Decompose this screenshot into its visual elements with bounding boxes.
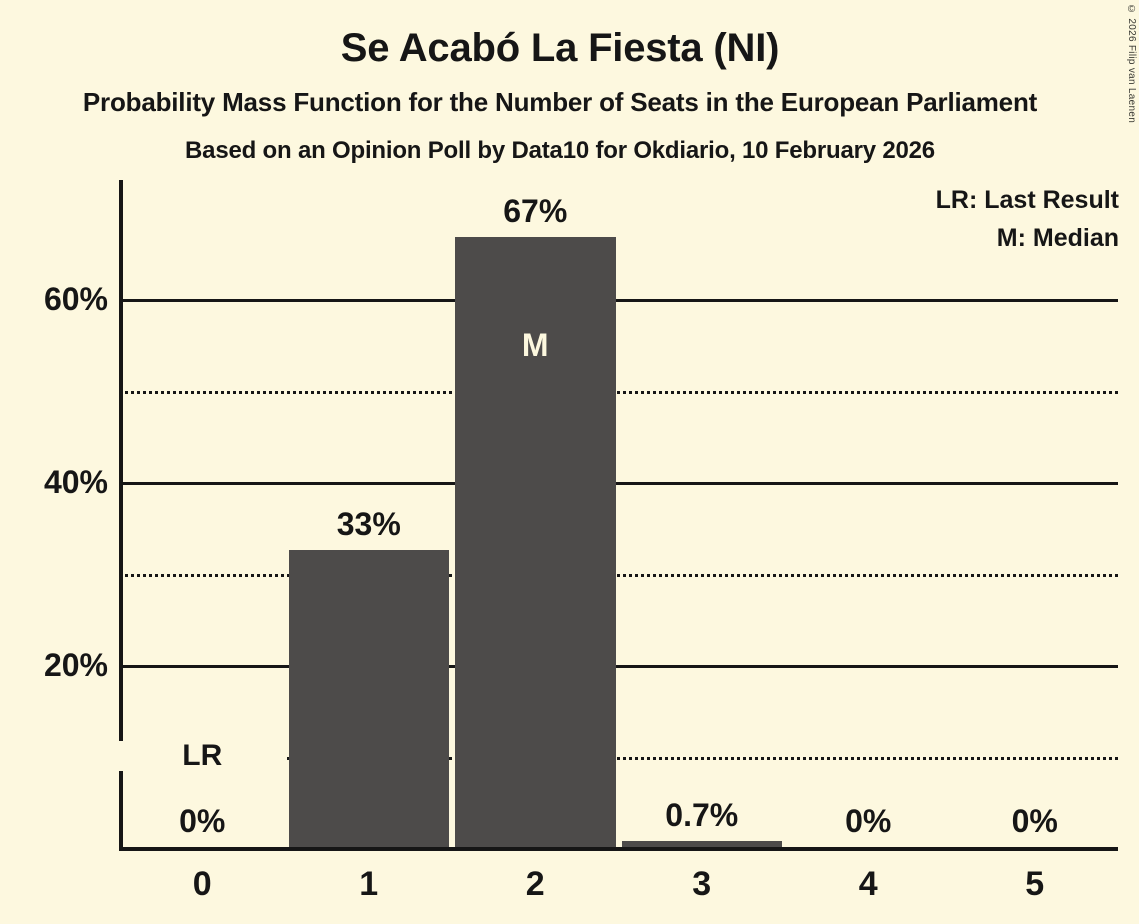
bar[interactable] <box>455 236 616 847</box>
y-axis-line <box>119 180 123 851</box>
x-tick-label: 5 <box>1025 865 1045 903</box>
bar-value-label: 0% <box>179 803 226 839</box>
gridline-30 <box>119 573 1118 577</box>
x-tick-label: 0 <box>192 865 212 903</box>
x-tick-label: 3 <box>692 865 712 903</box>
chart-title: Se Acabó La Fiesta (NI) <box>340 26 780 70</box>
chart-subtitle: Probability Mass Function for the Number… <box>82 87 1038 117</box>
gridline-20 <box>119 665 1118 668</box>
legend-last-result: LR: Last Result <box>935 186 1119 214</box>
legend-median: M: Median <box>996 224 1119 252</box>
y-tick-label: 20% <box>43 647 108 683</box>
gridline-40 <box>119 482 1118 485</box>
y-tick-label: 60% <box>43 281 108 317</box>
bar-value-label: 33% <box>336 505 401 542</box>
bar-value-label: 0.7% <box>665 796 739 833</box>
y-tick-label: 40% <box>43 464 108 500</box>
x-tick-label: 2 <box>525 865 545 903</box>
x-axis-line <box>119 847 1118 851</box>
gridline-50 <box>119 390 1118 394</box>
last-result-marker: LR <box>119 740 286 771</box>
gridline-10 <box>119 756 1118 760</box>
chart-source-note: Based on an Opinion Poll by Data10 for O… <box>185 137 935 164</box>
x-tick-label: 1 <box>359 865 379 903</box>
gridline-60 <box>119 299 1118 302</box>
bar-value-label: 67% <box>503 192 568 229</box>
bar-value-label: 0% <box>845 803 892 839</box>
bar[interactable] <box>288 549 449 847</box>
bar-value-label: 0% <box>1011 803 1058 839</box>
copyright-notice: © 2026 Filip van Laenen <box>1126 4 1137 124</box>
bar[interactable] <box>621 840 782 847</box>
median-marker: M <box>521 326 549 363</box>
plot-area: 0% LR 33% 67% M 0.7% 0% 0% <box>119 180 1118 849</box>
x-tick-label: 4 <box>858 865 878 903</box>
